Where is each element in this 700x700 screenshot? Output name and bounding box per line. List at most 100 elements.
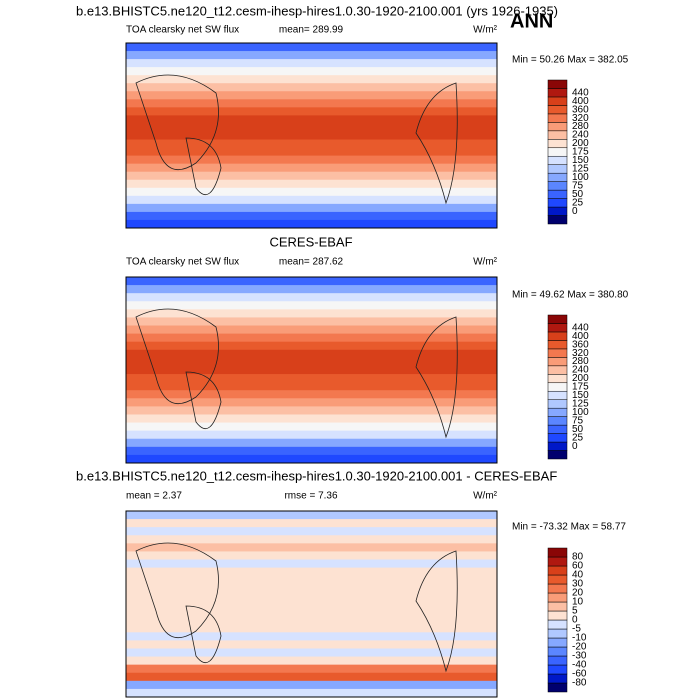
colorbar-box bbox=[547, 547, 568, 558]
colorbar-label: 125 bbox=[572, 164, 589, 175]
map-band bbox=[126, 422, 497, 432]
map-band bbox=[126, 648, 497, 658]
map-band bbox=[126, 317, 497, 327]
map-band bbox=[126, 382, 497, 391]
map-band bbox=[126, 115, 497, 124]
map-band bbox=[126, 591, 497, 601]
colorbar-box bbox=[547, 583, 568, 594]
colorbar-label: 320 bbox=[572, 348, 589, 359]
map-band bbox=[126, 664, 497, 674]
colorbar-label: -5 bbox=[572, 624, 581, 635]
map-band bbox=[126, 575, 497, 585]
map-band bbox=[126, 67, 497, 76]
colorbar-box bbox=[547, 382, 568, 392]
left-label: TOA clearsky net SW flux bbox=[126, 257, 239, 268]
map-band bbox=[126, 163, 497, 173]
figure-title: b.e13.BHISTC5.ne120_t12.cesm-ihesp-hires… bbox=[76, 3, 558, 18]
colorbar-box bbox=[547, 646, 568, 657]
colorbar-label: 5 bbox=[572, 606, 578, 617]
minmax-label: Min = -73.32 Max = 58.77 bbox=[512, 522, 626, 533]
minmax-label: Min = 49.62 Max = 380.80 bbox=[512, 290, 629, 301]
colorbar-label: 440 bbox=[572, 87, 589, 98]
map-band bbox=[126, 219, 497, 229]
colorbar-box bbox=[547, 673, 568, 684]
map-band bbox=[126, 155, 497, 165]
colorbar-box bbox=[547, 655, 568, 666]
colorbar-box bbox=[547, 155, 568, 165]
colorbar-box bbox=[547, 365, 568, 375]
colorbar-label: 60 bbox=[572, 561, 584, 572]
colorbar-label: 320 bbox=[572, 113, 589, 124]
colorbar-box bbox=[547, 450, 568, 460]
colorbar-box bbox=[547, 198, 568, 208]
colorbar-label: 0 bbox=[572, 615, 578, 626]
map-band bbox=[126, 75, 497, 84]
colorbar-label: 0 bbox=[572, 206, 578, 217]
map-band bbox=[126, 293, 497, 302]
colorbar-label: 240 bbox=[572, 130, 589, 141]
map-band bbox=[126, 171, 497, 181]
center-label: mean= 289.99 bbox=[279, 25, 344, 36]
colorbar-label: 30 bbox=[572, 579, 584, 590]
map-band bbox=[126, 527, 497, 536]
coastline bbox=[135, 542, 458, 673]
map-band bbox=[126, 325, 497, 335]
map-band bbox=[126, 123, 497, 132]
colorbar-box bbox=[547, 139, 568, 149]
colorbar-box bbox=[547, 682, 568, 693]
colorbar-box bbox=[547, 147, 568, 157]
colorbar-label: 200 bbox=[572, 373, 589, 384]
colorbar-box bbox=[547, 628, 568, 639]
minmax-label: Min = 50.26 Max = 382.05 bbox=[512, 55, 629, 66]
colorbar-box bbox=[547, 348, 568, 358]
colorbar-label: 360 bbox=[572, 339, 589, 350]
map-band bbox=[126, 309, 497, 318]
map-band bbox=[126, 83, 497, 92]
colorbar-label: 150 bbox=[572, 390, 589, 401]
colorbar-box bbox=[547, 189, 568, 199]
colorbar-box bbox=[547, 556, 568, 567]
map-frame bbox=[125, 276, 498, 464]
colorbar-label: 150 bbox=[572, 155, 589, 166]
map-band bbox=[126, 139, 497, 149]
colorbar-label: 280 bbox=[572, 121, 589, 132]
coastline bbox=[135, 74, 458, 205]
map-band bbox=[126, 277, 497, 286]
colorbar-box bbox=[547, 105, 568, 115]
colorbar-label: 20 bbox=[572, 588, 584, 599]
colorbar-box bbox=[547, 565, 568, 576]
colorbar-label: 40 bbox=[572, 570, 584, 581]
colorbar-box bbox=[547, 113, 568, 123]
colorbar-label: 125 bbox=[572, 399, 589, 410]
colorbar-label: 280 bbox=[572, 356, 589, 367]
coastline bbox=[135, 308, 458, 439]
map-band bbox=[126, 187, 497, 197]
map-band bbox=[126, 688, 497, 698]
map-band bbox=[126, 107, 497, 116]
map-band bbox=[126, 511, 497, 520]
map-band bbox=[126, 349, 497, 359]
panel-title: CERES-EBAF bbox=[269, 234, 352, 249]
map-band bbox=[126, 341, 497, 351]
colorbar-box bbox=[547, 164, 568, 174]
colorbar-box bbox=[547, 206, 568, 216]
colorbar-label: 80 bbox=[572, 552, 584, 563]
left-label: mean = 2.37 bbox=[126, 491, 182, 502]
map-band bbox=[126, 672, 497, 682]
colorbar-label: 0 bbox=[572, 441, 578, 452]
map-band bbox=[126, 559, 497, 569]
colorbar-box bbox=[547, 122, 568, 132]
colorbar-box bbox=[547, 424, 568, 434]
colorbar-label: 100 bbox=[572, 407, 589, 418]
colorbar-box bbox=[547, 610, 568, 621]
map-band bbox=[126, 640, 497, 649]
units-label: W/m² bbox=[473, 257, 498, 268]
map-band bbox=[126, 438, 497, 448]
map-band bbox=[126, 51, 497, 60]
map-band bbox=[126, 616, 497, 625]
colorbar-box bbox=[547, 433, 568, 443]
map-band bbox=[126, 91, 497, 100]
map-band bbox=[126, 430, 497, 440]
colorbar-box bbox=[547, 88, 568, 98]
